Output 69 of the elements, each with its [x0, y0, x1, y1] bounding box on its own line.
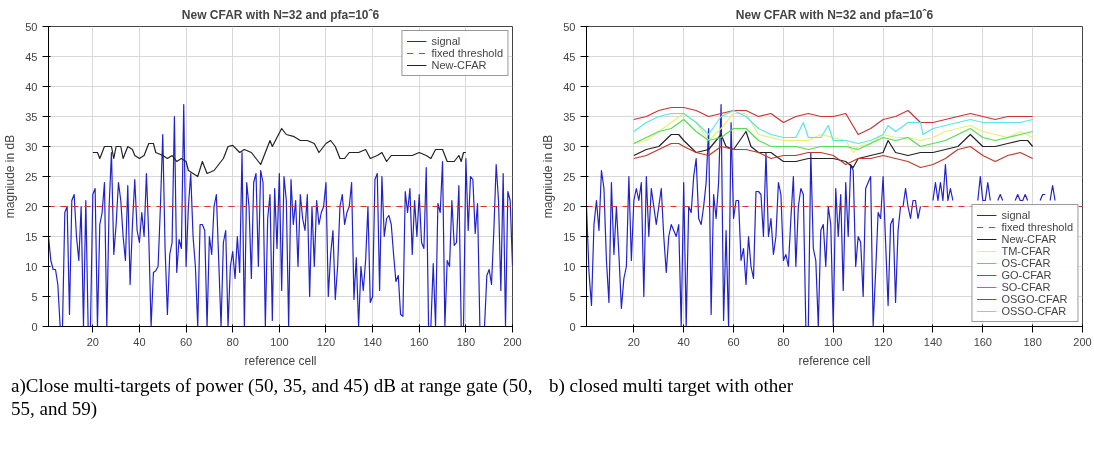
- x-tick-label: 60: [179, 335, 193, 348]
- x-tick-label: 40: [677, 335, 690, 348]
- x-tick-label: 140: [923, 335, 943, 348]
- y-axis-title: magniude in dB: [3, 134, 18, 219]
- x-axis-title: reference cell: [798, 353, 871, 368]
- line-series: [633, 142, 1034, 169]
- x-tick-label: 180: [1023, 335, 1042, 348]
- line-series: [633, 109, 1034, 145]
- y-tick-label: 5: [569, 290, 576, 303]
- x-tick-label: 200: [1073, 335, 1092, 348]
- legend-label: SO-CFAR: [1001, 281, 1051, 293]
- y-tick-label: 35: [563, 110, 576, 123]
- x-tick-label: 80: [226, 335, 239, 348]
- line-series: [633, 112, 1034, 154]
- y-tick-label: 30: [563, 140, 576, 153]
- y-tick-label: 10: [563, 260, 576, 273]
- text: b) closed multi target with other: [549, 375, 793, 398]
- y-tick-label: 50: [25, 20, 38, 33]
- line-series: [633, 130, 1034, 169]
- y-tick-label: 5: [31, 290, 38, 303]
- legend-label: signal: [1001, 209, 1031, 221]
- x-tick-label: 140: [363, 335, 382, 348]
- x-tick-label: 20: [627, 335, 640, 348]
- x-tick-label: 100: [270, 335, 289, 348]
- line-series: [633, 106, 1034, 136]
- x-tick-label: 20: [86, 335, 99, 348]
- x-tick-label: 200: [503, 335, 522, 348]
- legend-label: OS-CFAR: [1001, 257, 1051, 269]
- legend-label: GO-CFAR: [1001, 269, 1052, 281]
- y-tick-label: 30: [25, 140, 38, 153]
- y-tick-label: 50: [563, 20, 576, 33]
- legend-label: fixed threshold: [431, 47, 503, 59]
- x-tick-label: 120: [316, 335, 336, 348]
- legend-label: New-CFAR: [431, 59, 487, 71]
- x-tick-label: 180: [456, 335, 476, 348]
- y-tick-label: 15: [25, 230, 38, 243]
- x-tick-label: 160: [973, 335, 992, 348]
- chart-title: New CFAR with N=32 and pfa=10ˆ6: [735, 7, 934, 22]
- x-tick-label: 100: [824, 335, 843, 348]
- y-tick-label: 45: [25, 50, 38, 63]
- y-tick-label: 45: [563, 50, 576, 63]
- legend-label: New-CFAR: [1001, 233, 1057, 245]
- y-tick-label: 10: [25, 260, 38, 273]
- y-tick-label: 15: [563, 230, 576, 243]
- y-tick-label: 25: [563, 170, 576, 183]
- line-series: [92, 127, 467, 178]
- text: a)Close multi-targets of power (50, 35, and 45) dB at range gate (50, 55, and 59): [11, 375, 533, 421]
- legend-label: OSSO-CFAR: [1001, 305, 1067, 317]
- y-tick-label: 25: [25, 170, 38, 183]
- legend-label: TM-CFAR: [1001, 245, 1051, 257]
- legend-label: fixed threshold: [1001, 221, 1073, 233]
- y-tick-label: 0: [31, 320, 38, 333]
- y-tick-label: 0: [569, 320, 576, 333]
- y-axis-title: magniude in dB: [541, 134, 556, 219]
- x-tick-label: 40: [133, 335, 146, 348]
- x-axis-title: reference cell: [244, 353, 317, 368]
- x-tick-label: 120: [873, 335, 893, 348]
- y-tick-label: 40: [25, 80, 38, 93]
- chart-title: New CFAR with N=32 and pfa=10ˆ6: [181, 7, 380, 22]
- legend-label: signal: [431, 35, 461, 47]
- y-tick-label: 20: [25, 200, 38, 213]
- y-tick-label: 20: [563, 200, 576, 213]
- line-series: [633, 118, 1034, 151]
- x-tick-label: 160: [410, 335, 429, 348]
- x-tick-label: 60: [727, 335, 740, 348]
- x-tick-label: 80: [777, 335, 790, 348]
- y-tick-label: 35: [25, 110, 38, 123]
- legend-label: OSGO-CFAR: [1001, 293, 1068, 305]
- y-tick-label: 40: [563, 80, 576, 93]
